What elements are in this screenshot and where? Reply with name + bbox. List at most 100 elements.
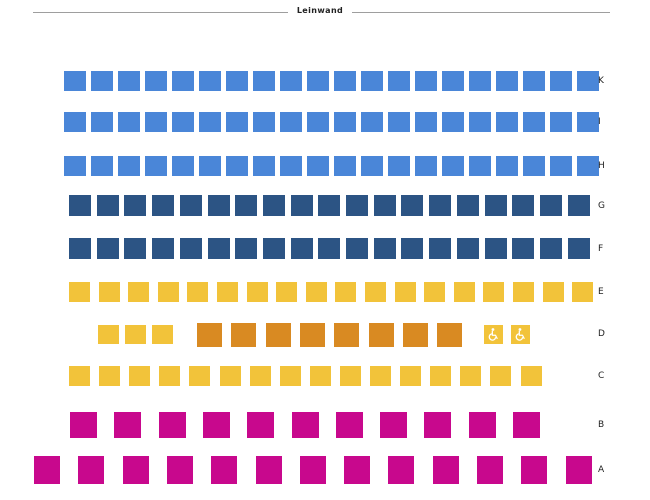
seat-h-7[interactable] — [226, 156, 248, 176]
seat-h-11[interactable] — [334, 156, 356, 176]
seat-i-17[interactable] — [496, 112, 518, 132]
seat-h-9[interactable] — [280, 156, 302, 176]
seat-g-10[interactable] — [318, 195, 341, 216]
seat-h-5[interactable] — [172, 156, 194, 176]
seat-f-14[interactable] — [429, 238, 452, 259]
seat-c-10[interactable] — [339, 366, 361, 386]
seat-k-20[interactable] — [577, 71, 599, 91]
seat-k-18[interactable] — [523, 71, 545, 91]
seat-k-16[interactable] — [469, 71, 491, 91]
seat-b-3[interactable] — [158, 412, 186, 438]
seat-e-11[interactable] — [365, 282, 386, 302]
seat-k-10[interactable] — [307, 71, 329, 91]
seat-g-8[interactable] — [262, 195, 285, 216]
seat-i-20[interactable] — [577, 112, 599, 132]
seat-i-6[interactable] — [199, 112, 221, 132]
seat-h-18[interactable] — [523, 156, 545, 176]
seat-g-19[interactable] — [567, 195, 590, 216]
seat-d-3[interactable] — [152, 325, 173, 344]
seat-g-12[interactable] — [373, 195, 396, 216]
seat-g-15[interactable] — [456, 195, 479, 216]
seat-e-16[interactable] — [513, 282, 534, 302]
seat-a-5[interactable] — [211, 456, 238, 484]
seat-g-7[interactable] — [235, 195, 258, 216]
seat-h-13[interactable] — [388, 156, 410, 176]
seat-k-8[interactable] — [253, 71, 275, 91]
seat-e-18[interactable] — [572, 282, 594, 302]
seat-f-15[interactable] — [456, 238, 479, 259]
seat-d-9[interactable] — [368, 323, 394, 347]
seat-a-2[interactable] — [78, 456, 105, 484]
seat-g-2[interactable] — [96, 195, 119, 216]
seat-h-6[interactable] — [199, 156, 221, 176]
seat-k-15[interactable] — [442, 71, 464, 91]
seat-c-8[interactable] — [279, 366, 301, 386]
seat-h-16[interactable] — [469, 156, 491, 176]
seat-h-15[interactable] — [442, 156, 464, 176]
seat-c-6[interactable] — [219, 366, 241, 386]
seat-a-6[interactable] — [255, 456, 282, 484]
seat-e-1[interactable] — [69, 282, 90, 302]
seat-b-11[interactable] — [513, 412, 540, 438]
seat-f-19[interactable] — [567, 238, 590, 259]
seat-d-10[interactable] — [402, 323, 428, 347]
seat-f-9[interactable] — [290, 238, 313, 259]
seat-k-14[interactable] — [415, 71, 437, 91]
seat-g-6[interactable] — [207, 195, 230, 216]
seat-f-3[interactable] — [124, 238, 147, 259]
seat-g-1[interactable] — [69, 195, 91, 216]
seat-d-4[interactable] — [197, 323, 222, 347]
seat-g-9[interactable] — [290, 195, 313, 216]
seat-c-13[interactable] — [430, 366, 452, 386]
seat-f-5[interactable] — [179, 238, 202, 259]
seat-i-11[interactable] — [334, 112, 356, 132]
seat-i-16[interactable] — [469, 112, 491, 132]
seat-e-17[interactable] — [542, 282, 564, 302]
seat-g-17[interactable] — [512, 195, 535, 216]
seat-e-3[interactable] — [128, 282, 150, 302]
seat-i-19[interactable] — [550, 112, 572, 132]
seat-k-7[interactable] — [226, 71, 248, 91]
seat-h-4[interactable] — [145, 156, 167, 176]
seat-e-15[interactable] — [483, 282, 505, 302]
seat-h-14[interactable] — [415, 156, 437, 176]
seat-g-14[interactable] — [429, 195, 452, 216]
seat-c-1[interactable] — [69, 366, 90, 386]
seat-b-2[interactable] — [114, 412, 142, 438]
seat-a-8[interactable] — [344, 456, 371, 484]
seat-c-9[interactable] — [309, 366, 331, 386]
wheelchair-seat[interactable] — [484, 325, 503, 344]
seat-h-12[interactable] — [361, 156, 383, 176]
seat-a-11[interactable] — [477, 456, 503, 484]
seat-b-10[interactable] — [468, 412, 496, 438]
seat-c-11[interactable] — [370, 366, 391, 386]
seat-i-7[interactable] — [226, 112, 248, 132]
seat-i-14[interactable] — [415, 112, 437, 132]
seat-h-3[interactable] — [118, 156, 140, 176]
seat-d-6[interactable] — [265, 323, 291, 347]
seat-b-5[interactable] — [247, 412, 275, 438]
seat-f-10[interactable] — [318, 238, 341, 259]
seat-c-3[interactable] — [129, 366, 151, 386]
seat-a-10[interactable] — [432, 456, 459, 484]
seat-f-11[interactable] — [346, 238, 368, 259]
seat-d-11[interactable] — [437, 323, 463, 347]
seat-d-7[interactable] — [299, 323, 325, 347]
seat-f-17[interactable] — [512, 238, 535, 259]
seat-b-6[interactable] — [291, 412, 319, 438]
seat-b-1[interactable] — [70, 412, 97, 438]
seat-e-7[interactable] — [246, 282, 268, 302]
seat-f-13[interactable] — [401, 238, 424, 259]
seat-a-9[interactable] — [388, 456, 415, 484]
seat-k-19[interactable] — [550, 71, 572, 91]
seat-k-13[interactable] — [388, 71, 410, 91]
seat-f-16[interactable] — [484, 238, 507, 259]
seat-h-19[interactable] — [550, 156, 572, 176]
seat-k-1[interactable] — [64, 71, 86, 91]
seat-b-7[interactable] — [335, 412, 363, 438]
seat-f-6[interactable] — [207, 238, 230, 259]
seat-c-4[interactable] — [159, 366, 181, 386]
seat-g-5[interactable] — [179, 195, 202, 216]
seat-k-11[interactable] — [334, 71, 356, 91]
seat-i-18[interactable] — [523, 112, 545, 132]
